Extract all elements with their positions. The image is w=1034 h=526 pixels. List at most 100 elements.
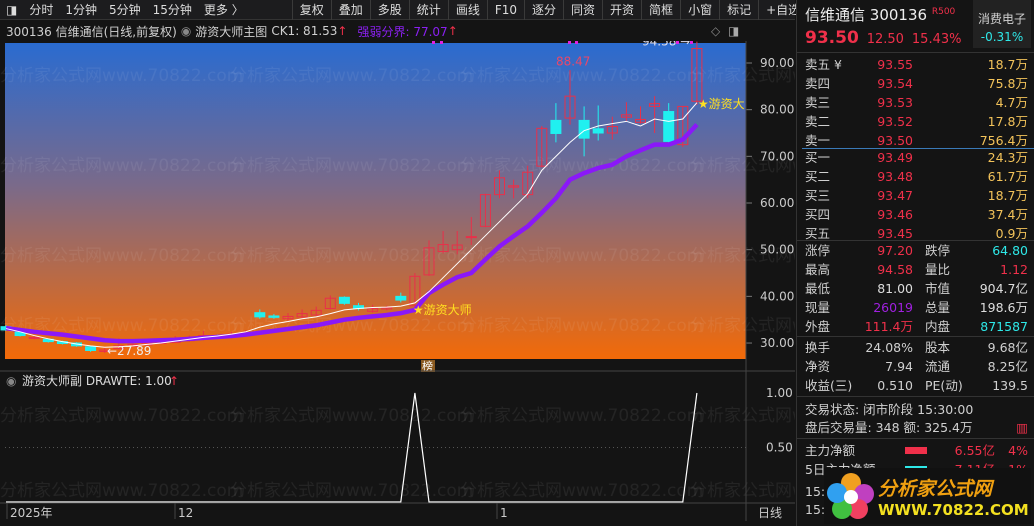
panel-toggle-icon[interactable]: ◨ (6, 2, 18, 17)
same-fund-button[interactable]: 同资 (563, 0, 602, 20)
stock-code: 300136 (869, 6, 928, 24)
open-fund-button[interactable]: 开资 (602, 0, 641, 20)
candle (296, 309, 308, 319)
after-hours-volume: 盘后交易量: 348 额: 325.4万 (805, 420, 973, 435)
sub-indicator-title: 游资大师副 DRAWTE: 1.00 (22, 374, 172, 388)
period-5min[interactable]: 5分钟 (109, 3, 141, 17)
bid-row[interactable]: 买一 93.49 24.3万 (805, 150, 1028, 165)
max-label: 94.58 → (642, 41, 690, 48)
stats-button[interactable]: 统计 (408, 0, 448, 20)
bid-row[interactable]: 买四 93.46 37.4万 (805, 207, 1028, 222)
candle (508, 179, 520, 199)
candle (268, 314, 280, 319)
period-label[interactable]: 日线 (758, 506, 782, 520)
ask-row[interactable]: 卖二 93.52 17.8万 (805, 114, 1028, 129)
f10-button[interactable]: F10 (486, 0, 524, 20)
sector-name: 消费电子 (977, 12, 1026, 26)
stat-row: 最低 81.00 市值 904.7亿 (805, 281, 1028, 296)
bid-row[interactable]: 买二 93.48 61.7万 (805, 169, 1028, 184)
watermark-text: 分析家公式网www.70822.com (690, 481, 795, 501)
x-axis-label: 1 (500, 506, 508, 520)
add-watchlist-button[interactable]: +自选 (758, 0, 807, 20)
simple-frame-button[interactable]: 简框 (641, 0, 680, 20)
watermark-text: 分析家公式网www.70822.com (230, 246, 473, 266)
by-minute-button[interactable]: 逐分 (524, 0, 563, 20)
watermark-text: 分析家公式网www.70822.com (690, 66, 795, 86)
up-arrow-icon: ↑ (337, 24, 348, 38)
candle (606, 116, 618, 140)
bar-chart-icon[interactable]: ▥ (1016, 420, 1028, 435)
candle (282, 313, 294, 321)
candle (409, 273, 421, 307)
candle (395, 292, 407, 303)
ask-row[interactable]: 卖一 93.50 756.4万 (805, 133, 1028, 148)
y-tick-label: 90.00 (760, 56, 794, 70)
watermark-text: 分析家公式网www.70822.com (460, 66, 703, 86)
watermark-text: 分析家公式网www.70822.com (690, 316, 795, 336)
indicator-dropdown-icon[interactable]: ◉ (180, 24, 192, 38)
stat-row: 涨停 97.20 跌停 64.80 (805, 243, 1028, 258)
mark-button[interactable]: 标记 (719, 0, 758, 20)
multi-stock-button[interactable]: 多股 (369, 0, 409, 20)
ask-row[interactable]: 卖五 ¥93.55 18.7万 (805, 57, 1028, 72)
layout-icon[interactable]: ◨ (728, 24, 740, 38)
period-fenshi[interactable]: 分时 (29, 3, 54, 17)
watermark-text: 分析家公式网www.70822.com (690, 156, 795, 176)
drawte-line (6, 392, 698, 503)
strong-weak-value: 强弱分界: 77.07 (357, 24, 448, 39)
candle (494, 170, 505, 199)
watermark-text: 分析家公式网www.70822.com (460, 156, 703, 176)
signal-marker (432, 41, 435, 44)
draw-button[interactable]: 画线 (447, 0, 487, 20)
watermark-text: 分析家公式网www.70822.com (460, 316, 703, 336)
watermark-text: 分析家公式网www.70822.com (230, 481, 473, 501)
candle (28, 336, 40, 340)
ask-row[interactable]: 卖四 93.54 75.8万 (805, 76, 1028, 91)
sub-y-tick-label: 0.50 (766, 441, 793, 455)
indicator-name[interactable]: 游资大师主图 (195, 24, 268, 39)
candle (451, 231, 463, 255)
bid-row[interactable]: 买三 93.47 18.7万 (805, 188, 1028, 203)
candle (367, 304, 379, 313)
kline-chart[interactable]: 分析家公式网www.70822.com分析家公式网www.70822.com分析… (0, 41, 795, 526)
rank-badge-text: 榜 (422, 359, 433, 373)
candle (99, 347, 111, 353)
trade-status: 交易状态: 闭市阶段 15:30:00 (805, 402, 974, 417)
watermark-text: 分析家公式网www.70822.com (0, 406, 243, 426)
period-more[interactable]: 更多 〉 (203, 3, 244, 17)
bid-row[interactable]: 买五 93.45 0.9万 (805, 226, 1028, 241)
diamond-icon[interactable]: ◇ (711, 24, 721, 38)
period-1min[interactable]: 1分钟 (65, 3, 97, 17)
watermark-text: 分析家公式网www.70822.com (0, 481, 243, 501)
fin-row: 换手 24.08% 股本 9.68亿 (805, 340, 1028, 355)
price-change-pct: 15.43% (911, 32, 962, 47)
main-chart-area (5, 43, 746, 359)
signal-marker (440, 41, 443, 44)
stat-row: 最高 94.58 量比 1.12 (805, 262, 1028, 277)
signal-label: ★游资大 (698, 97, 745, 111)
strong-weak-line (5, 123, 699, 344)
candle (635, 106, 646, 124)
candle (254, 309, 266, 319)
signal-marker (568, 41, 571, 44)
stat-row: 外盘 111.4万 内盘 871587 (805, 319, 1028, 334)
sector-pct: -0.31% (980, 30, 1024, 44)
period-15min[interactable]: 15分钟 (152, 3, 192, 17)
stock-name-code: 信维通信 300136 R500 (805, 4, 955, 25)
ck1-line (5, 102, 698, 348)
ck1-value: CK1: 81.53 (271, 24, 338, 38)
fuquan-button[interactable]: 复权 (291, 0, 331, 20)
small-window-button[interactable]: 小窗 (680, 0, 719, 20)
signal-marker (690, 41, 693, 44)
candle (338, 296, 350, 305)
watermark-text: 分析家公式网www.70822.com (460, 481, 703, 501)
sub-dropdown-icon[interactable]: ◉ (6, 374, 16, 388)
overlay-button[interactable]: 叠加 (330, 0, 370, 20)
sub-y-tick-label: 1.00 (766, 386, 793, 400)
ask-row[interactable]: 卖三 93.53 4.7万 (805, 95, 1028, 110)
tick-time: 15: (805, 484, 826, 499)
sector-box[interactable]: 消费电子 -0.31% (973, 0, 1031, 48)
y-tick-label: 80.00 (760, 103, 794, 117)
r500-badge: R500 (931, 7, 956, 17)
rank-badge[interactable] (421, 360, 435, 372)
